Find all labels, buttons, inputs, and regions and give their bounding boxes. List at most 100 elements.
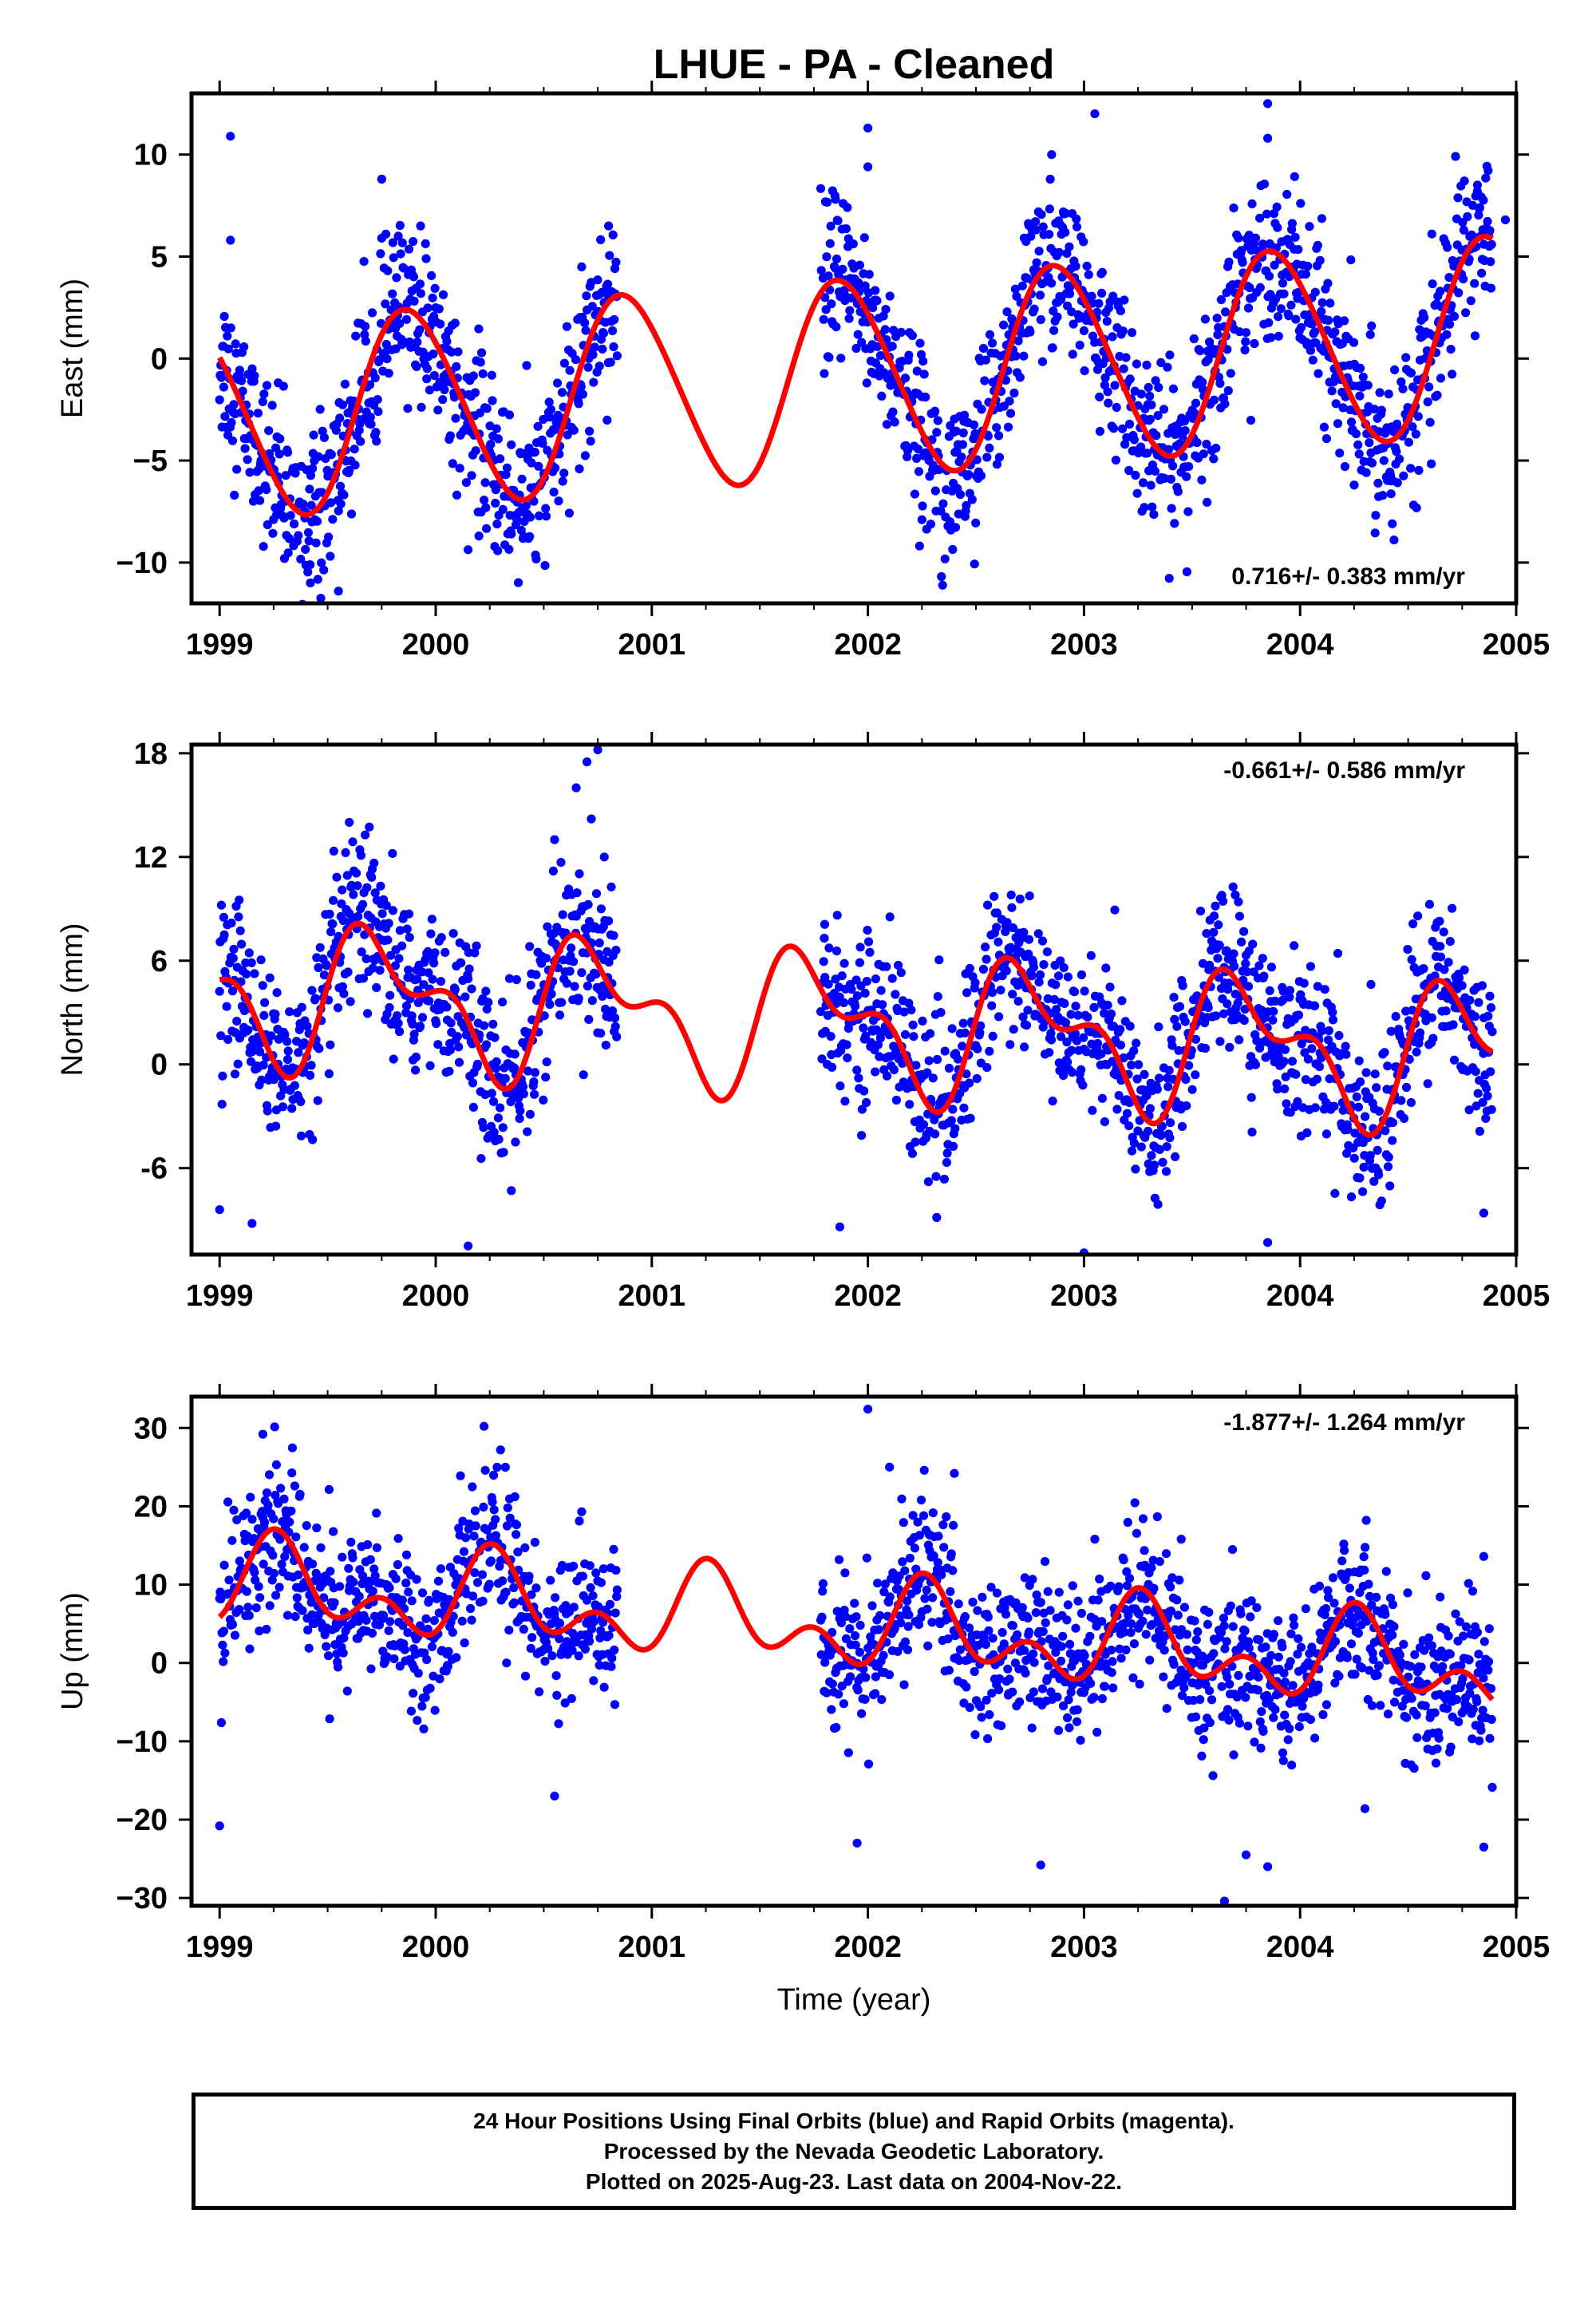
data-point [1021,1021,1032,1030]
data-point [354,911,363,921]
data-point [1212,314,1222,323]
data-point [525,512,535,522]
data-point [1155,1557,1164,1567]
data-point [451,413,460,423]
data-point [245,468,255,477]
data-point [575,464,584,474]
data-point [919,1465,929,1475]
data-point [514,578,523,587]
data-point [1448,1020,1458,1030]
data-point [820,934,829,943]
data-point [1118,424,1128,433]
data-point [1404,437,1413,447]
data-point [970,1730,980,1740]
data-point [1159,473,1169,484]
data-point [1166,474,1175,484]
data-point-outlier [604,221,614,231]
data-point [1274,1652,1283,1662]
data-point [1165,1133,1175,1143]
data-point [1294,1010,1304,1020]
data-point [521,501,531,511]
data-point [298,500,308,509]
data-point [987,338,998,348]
data-point [285,1007,294,1017]
data-point [472,1059,483,1069]
data-point [608,230,618,239]
data-point [1085,1631,1095,1641]
data-point [238,386,247,396]
data-point [1108,1683,1118,1693]
data-point [1154,382,1163,393]
data-point [1056,1032,1066,1041]
data-point [551,1593,560,1603]
data-point [253,409,263,418]
data-point [445,431,456,441]
data-point [596,235,606,244]
data-point [612,1032,622,1041]
data-point [1483,216,1492,227]
data-point [420,1648,429,1658]
data-point [556,858,566,868]
data-point [862,1097,871,1108]
data-point [235,895,244,905]
data-point [1179,417,1189,426]
data-point [1200,1043,1210,1053]
data-point [879,311,888,321]
data-point [832,254,842,264]
data-point [259,389,269,399]
data-point [1035,290,1045,300]
data-point [464,974,473,983]
data-point [428,293,437,302]
data-point [1383,1061,1393,1071]
data-point [1307,1044,1317,1053]
data-point [372,982,381,993]
data-point [1258,954,1267,963]
data-point-outlier [1090,109,1100,119]
data-point [417,1013,428,1022]
data-point [1428,279,1437,289]
data-point [243,1603,253,1612]
data-point [493,546,503,555]
data-point [351,868,361,878]
data-point [1290,1620,1299,1630]
data-point [1001,966,1011,976]
data-point [948,544,958,555]
data-point [1238,975,1248,985]
data-point [1002,307,1012,317]
data-point [1175,1002,1185,1011]
data-point [382,1652,392,1662]
data-point [395,926,405,935]
data-point [1356,363,1365,373]
data-point [1350,1670,1360,1679]
data-point [223,344,233,354]
data-point [587,302,597,311]
data-point [432,1018,441,1029]
chart-title: LHUE - PA - Cleaned [654,41,1055,88]
data-point [1155,1144,1164,1154]
data-point-outlier [1262,133,1273,143]
data-point [502,1521,512,1531]
data-point [227,1535,237,1545]
data-point [510,1492,519,1502]
data-point [1423,397,1432,407]
data-point [306,1061,316,1070]
data-point [1330,327,1340,337]
data-point [319,433,329,442]
data-point [960,410,970,420]
data-point [1396,1096,1406,1105]
data-point [354,1616,363,1626]
data-point [250,1567,259,1577]
data-point [1388,1136,1397,1145]
data-point-outlier [226,132,235,141]
data-point [419,1724,429,1733]
data-point [243,1026,253,1035]
data-point [1331,399,1341,409]
data-point [491,485,501,495]
data-point [314,1044,324,1053]
data-point [491,1515,500,1524]
data-point [1155,1073,1164,1083]
data-point [951,426,961,436]
data-point [1380,1048,1389,1057]
data-point [401,314,412,324]
